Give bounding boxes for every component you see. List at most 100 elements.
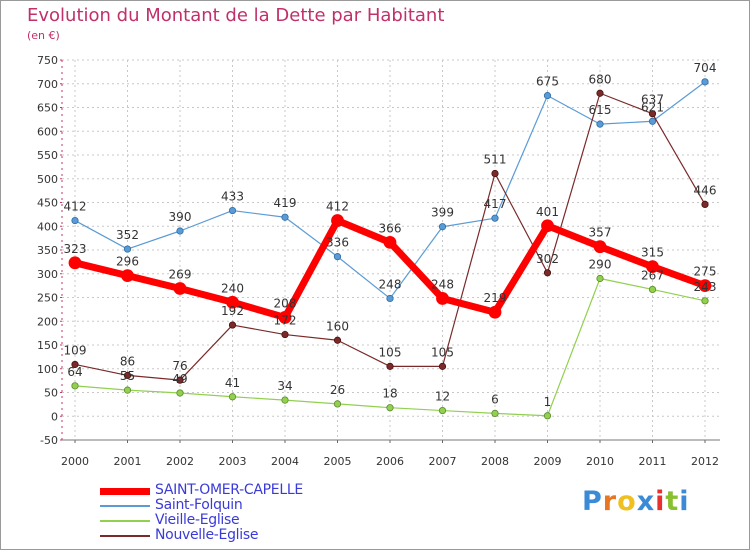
data-point bbox=[541, 219, 554, 233]
data-point bbox=[386, 294, 394, 303]
series-3 bbox=[71, 89, 709, 384]
data-label: 296 bbox=[116, 255, 139, 269]
data-point bbox=[226, 295, 239, 309]
data-point bbox=[176, 389, 184, 397]
data-label: 401 bbox=[536, 205, 559, 219]
legend-item: Vieille-Eglise bbox=[100, 512, 400, 528]
data-point bbox=[491, 214, 499, 222]
data-label: 412 bbox=[326, 200, 349, 214]
data-point bbox=[491, 169, 499, 178]
data-label: 323 bbox=[64, 242, 87, 256]
data-point bbox=[648, 285, 657, 294]
data-label: 615 bbox=[589, 103, 612, 117]
x-tick-label: 2006 bbox=[376, 455, 404, 468]
brand-logo: Proxiti bbox=[582, 486, 690, 517]
data-point bbox=[436, 292, 449, 305]
y-tick-label: 200 bbox=[37, 315, 58, 328]
data-label: 419 bbox=[274, 196, 297, 210]
data-point bbox=[438, 362, 447, 370]
data-label: 275 bbox=[694, 265, 717, 279]
data-point bbox=[333, 400, 342, 408]
brand-letter: t bbox=[665, 486, 680, 517]
data-label: 12 bbox=[435, 390, 450, 404]
x-tick-label: 2000 bbox=[61, 455, 89, 468]
legend-label: Vieille-Eglise bbox=[155, 512, 240, 528]
data-label: 243 bbox=[694, 280, 717, 294]
x-tick-label: 2004 bbox=[271, 455, 299, 468]
data-label: 160 bbox=[326, 319, 349, 333]
brand-letter: o bbox=[617, 486, 637, 517]
legend-label: Nouvelle-Eglise bbox=[155, 527, 259, 543]
x-tick-label: 2009 bbox=[534, 455, 562, 468]
legend-swatch bbox=[100, 535, 150, 537]
data-point bbox=[543, 92, 552, 100]
data-point bbox=[698, 279, 712, 293]
data-label: 34 bbox=[277, 379, 292, 393]
data-point bbox=[596, 274, 604, 283]
data-point bbox=[701, 78, 709, 86]
data-label: 433 bbox=[221, 190, 244, 204]
data-label: 366 bbox=[379, 221, 402, 235]
data-point bbox=[123, 371, 132, 379]
data-point bbox=[386, 404, 394, 412]
plot-area bbox=[62, 60, 720, 440]
y-tick-label: 0 bbox=[51, 410, 58, 423]
data-label: 315 bbox=[641, 246, 664, 260]
x-tick-label: 2005 bbox=[324, 455, 352, 468]
y-tick-label: 50 bbox=[44, 387, 58, 400]
data-point bbox=[596, 120, 604, 128]
data-point bbox=[648, 110, 657, 118]
y-tick-label: 100 bbox=[37, 363, 58, 376]
data-label: 219 bbox=[484, 291, 507, 305]
data-label: 208 bbox=[274, 296, 297, 310]
data-point bbox=[228, 393, 237, 401]
data-point bbox=[543, 269, 552, 277]
data-label: 336 bbox=[326, 236, 349, 250]
data-point bbox=[123, 245, 132, 253]
y-tick-label: 500 bbox=[37, 173, 58, 186]
data-label: 637 bbox=[641, 93, 664, 107]
data-label: 192 bbox=[221, 304, 244, 318]
data-label: 412 bbox=[64, 200, 87, 214]
data-label: 41 bbox=[225, 376, 240, 390]
y-tick-label: 600 bbox=[37, 125, 58, 138]
data-label: 302 bbox=[536, 252, 559, 266]
data-point bbox=[228, 206, 237, 215]
y-tick-label: -50 bbox=[40, 434, 58, 447]
chart-unit: (en €) bbox=[27, 29, 60, 42]
data-point bbox=[386, 362, 394, 370]
series-0 bbox=[68, 214, 712, 324]
data-point bbox=[278, 311, 292, 324]
legend-label: Saint-Folquin bbox=[155, 497, 243, 513]
data-label: 704 bbox=[694, 61, 717, 75]
y-tick-label: 300 bbox=[37, 268, 58, 281]
x-tick-label: 2012 bbox=[691, 455, 719, 468]
data-point bbox=[71, 216, 79, 225]
data-point bbox=[121, 269, 134, 283]
data-label: 511 bbox=[484, 153, 507, 167]
data-point bbox=[488, 305, 502, 319]
y-tick-label: 400 bbox=[37, 220, 58, 233]
data-point bbox=[438, 406, 447, 415]
data-label: 86 bbox=[120, 354, 135, 368]
data-point bbox=[68, 256, 82, 270]
data-label: 248 bbox=[379, 277, 402, 291]
data-label: 105 bbox=[431, 345, 454, 359]
legend-swatch bbox=[100, 487, 150, 495]
data-label: 76 bbox=[172, 359, 187, 373]
x-tick-label: 2001 bbox=[114, 455, 142, 468]
series-1 bbox=[71, 78, 709, 303]
data-point bbox=[593, 240, 607, 254]
y-tick-label: 350 bbox=[37, 244, 58, 257]
legend-item: Saint-Folquin bbox=[100, 497, 400, 513]
data-point bbox=[281, 396, 289, 404]
data-point bbox=[596, 89, 604, 97]
y-tick-label: 450 bbox=[37, 197, 58, 210]
data-point bbox=[331, 214, 344, 227]
y-tick-label: 750 bbox=[37, 54, 58, 67]
data-label: 26 bbox=[330, 383, 345, 397]
data-label: 675 bbox=[536, 75, 559, 89]
legend-swatch bbox=[100, 520, 150, 522]
data-label: 352 bbox=[116, 228, 139, 242]
